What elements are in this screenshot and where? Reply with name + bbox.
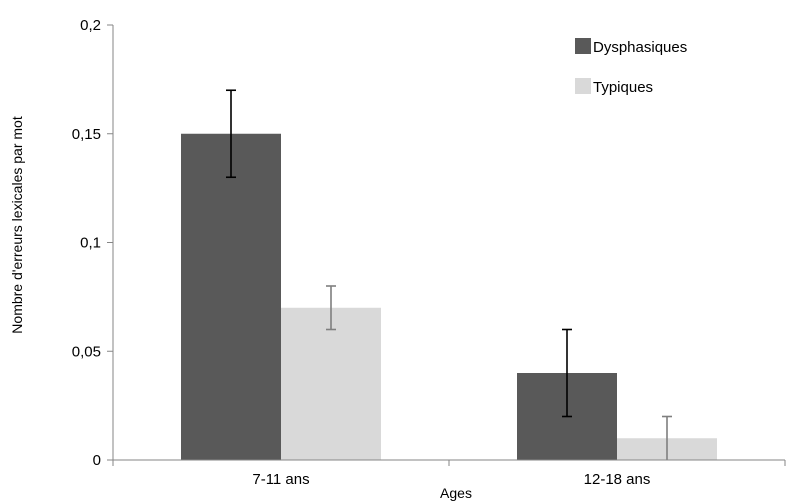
y-axis-title: Nombre d'erreurs lexicales par mot <box>9 116 25 334</box>
y-tick-label: 0,15 <box>72 126 101 143</box>
legend-label: Dysphasiques <box>593 39 687 56</box>
legend-swatch <box>575 78 591 94</box>
bars-layer <box>181 133 717 460</box>
legend-label: Typiques <box>593 79 653 96</box>
error-bars-layer <box>226 89 672 460</box>
x-tick-label: 7-11 ans <box>252 471 309 488</box>
y-tick-label: 0,1 <box>80 235 101 252</box>
legend-swatch <box>575 38 591 54</box>
x-axis-title: Ages <box>440 485 472 501</box>
bar <box>281 307 381 460</box>
y-tick-label: 0,05 <box>72 343 101 360</box>
bar <box>181 133 281 460</box>
y-tick-label: 0,2 <box>80 17 101 34</box>
x-tick-label: 12-18 ans <box>584 471 651 488</box>
legend: Dysphasiques Typiques <box>575 38 687 96</box>
y-tick-label: 0 <box>93 452 101 469</box>
axes-layer: 0 0,05 0,1 0,15 0,2 7-11 ans 12-18 ans <box>72 17 786 488</box>
